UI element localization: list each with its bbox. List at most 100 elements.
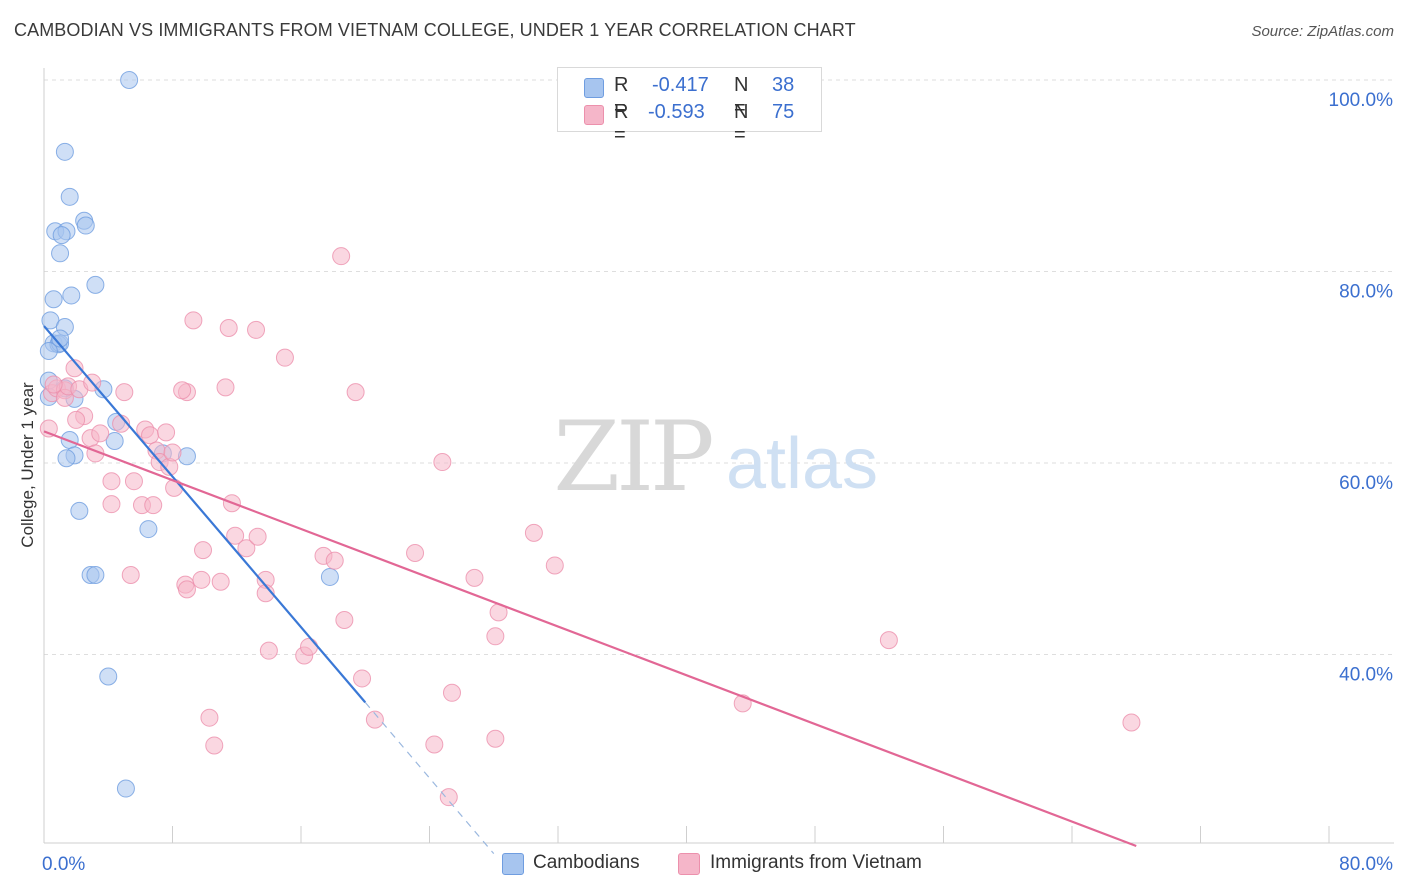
cambodian-point [60, 187, 79, 206]
vietnam-point [124, 472, 143, 491]
vietnam-point [173, 381, 192, 400]
vietnam-point [248, 527, 267, 546]
cambodian-point [86, 566, 105, 585]
vietnam-point [102, 472, 121, 491]
vietnam-point [157, 423, 176, 442]
vietnam-point [879, 631, 898, 650]
n-label: N = [734, 74, 749, 119]
vietnam-point [433, 453, 452, 472]
n-value: 75 [772, 101, 795, 123]
vietnam-point [442, 683, 461, 702]
vietnam-point [486, 729, 505, 748]
cambodian-trend-line [43, 325, 367, 704]
vietnam-point [144, 496, 163, 515]
watermark-zip: ZIP [553, 401, 712, 513]
data-points [39, 71, 1141, 807]
n-value: 38 [772, 74, 795, 96]
cambodian-point [70, 501, 89, 520]
vietnam-point [91, 424, 110, 443]
legend: Cambodians Immigrants from Vietnam [0, 852, 1406, 878]
n-label: N = [734, 101, 749, 146]
vietnam-point [335, 611, 354, 630]
vietnam-point [465, 568, 484, 587]
vietnam-point [325, 551, 344, 570]
cambodian-point [55, 142, 74, 161]
stats-box: R = -0.417 N = 38 R = -0.593 N = 75 [557, 67, 822, 146]
vietnam-point [216, 378, 235, 397]
vietnam-point [346, 383, 365, 402]
vietnam-point [275, 348, 294, 367]
vietnam-point [205, 736, 224, 755]
chart-title: CAMBODIAN VS IMMIGRANTS FROM VIETNAM COL… [14, 20, 856, 40]
vietnam-point [226, 526, 245, 545]
vietnam-point [237, 539, 256, 558]
x-tick-label: 0.0% [42, 854, 85, 875]
watermark: ZIP atlas [553, 401, 878, 513]
tick-labels: 100.0% 80.0% 60.0% 40.0% 0.0% 80.0% [42, 90, 1393, 875]
x-tick-label: 80.0% [1339, 854, 1393, 875]
vietnam-point [163, 443, 182, 462]
vietnam-point [141, 426, 160, 445]
vietnam-point [200, 708, 219, 727]
y-tick-label: 100.0% [1329, 90, 1394, 111]
cambodian-point [320, 567, 339, 586]
cambodian-point [86, 275, 105, 294]
vietnam-point [65, 359, 84, 378]
source-credit: Source: ZipAtlas.com [1251, 23, 1394, 40]
vietnam-point [259, 641, 278, 660]
legend-swatch-vietnam [678, 853, 700, 875]
legend-label: Cambodians [533, 852, 640, 873]
vietnam-point [1122, 713, 1141, 732]
cambodian-point [120, 71, 139, 89]
watermark-atlas: atlas [726, 424, 878, 504]
cambodian-point [76, 216, 95, 235]
vietnam-point [247, 320, 266, 339]
r-value: -0.593 [648, 101, 705, 123]
gridlines [44, 79, 1394, 655]
vietnam-point [332, 247, 351, 266]
cambodian-point [44, 290, 63, 309]
cambodian-point [39, 341, 58, 360]
r-value: -0.417 [652, 74, 709, 96]
vietnam-point [300, 637, 319, 656]
cambodian-point [116, 779, 135, 798]
vietnam-point [44, 375, 63, 394]
vietnam-point [192, 570, 211, 589]
vietnam-trend-line [43, 430, 1137, 848]
vietnam-point [439, 788, 458, 807]
vietnam-point [211, 572, 230, 591]
cambodian-point [62, 286, 81, 305]
y-tick-label: 60.0% [1339, 473, 1393, 494]
vietnam-point [486, 627, 505, 646]
vietnam-point [353, 669, 372, 688]
y-tick-label: 40.0% [1339, 665, 1393, 686]
vietnam-point [219, 318, 238, 337]
stats-swatch-cambodians [584, 78, 604, 98]
vietnam-point [115, 383, 134, 402]
vietnam-point [365, 710, 384, 729]
vietnam-point [184, 311, 203, 330]
vietnam-point [67, 410, 86, 429]
cambodian-point [51, 329, 70, 348]
legend-label: Immigrants from Vietnam [710, 852, 922, 873]
vietnam-point [425, 735, 444, 754]
r-label: R = [614, 74, 629, 119]
axes [43, 68, 1394, 844]
vietnam-point [121, 566, 140, 585]
cambodian-point [139, 520, 158, 539]
y-tick-label: 80.0% [1339, 282, 1393, 303]
stats-swatch-vietnam [584, 105, 604, 125]
r-label: R = [614, 101, 629, 146]
vietnam-point [194, 541, 213, 560]
vietnam-point [102, 495, 121, 514]
legend-swatch-cambodians [502, 853, 524, 875]
cambodian-point [52, 226, 71, 245]
vietnam-point [177, 580, 196, 599]
trend-lines [43, 325, 1137, 855]
cambodian-point [57, 449, 76, 468]
vietnam-point [545, 556, 564, 575]
cambodian-point [51, 244, 70, 263]
vietnam-point [406, 544, 425, 563]
cambodian-point [99, 667, 118, 686]
